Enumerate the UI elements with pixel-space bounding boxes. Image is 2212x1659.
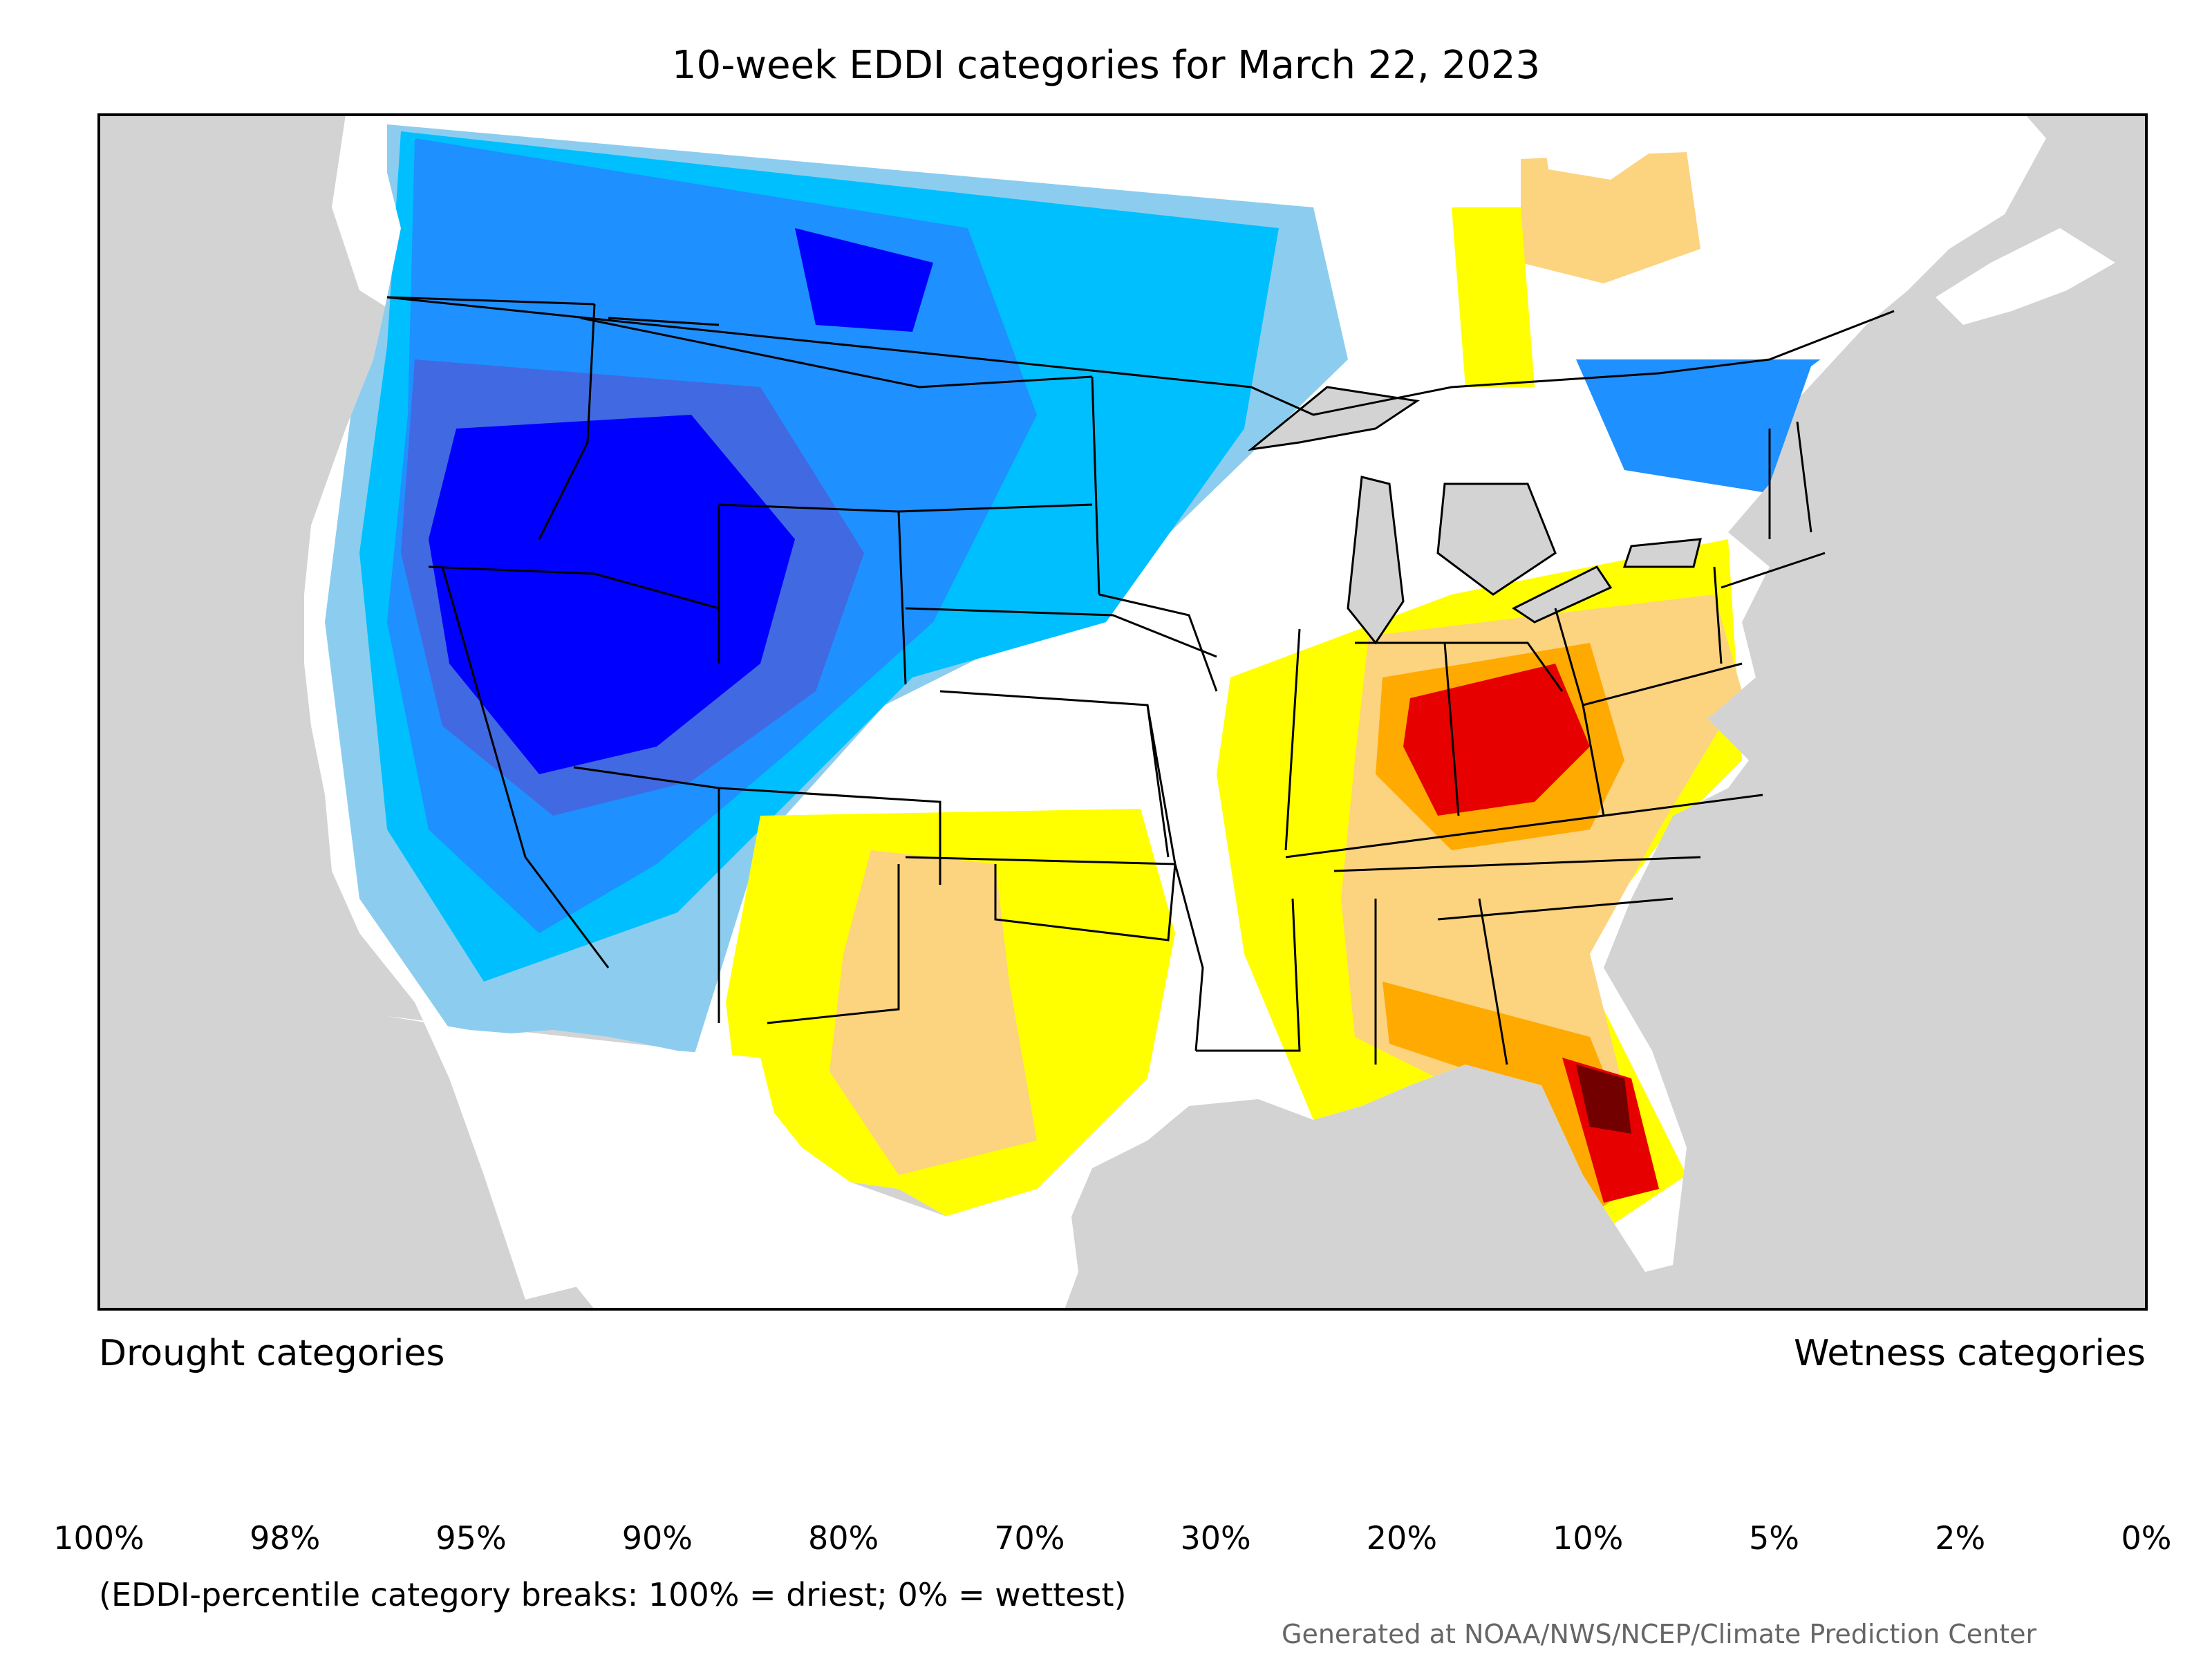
map-frame — [97, 113, 2148, 1311]
percentile-break-label: 70% — [994, 1519, 1065, 1557]
drought-categories-heading: Drought categories — [99, 1333, 445, 1374]
percentile-break-label: 30% — [1180, 1519, 1251, 1557]
map-title: 10-week EDDI categories for March 22, 20… — [671, 43, 1541, 88]
mexico-landmass — [442, 1023, 1078, 1309]
percentile-break-label: 5% — [1748, 1519, 1799, 1557]
percentile-break-label: 80% — [807, 1519, 879, 1557]
wetness-regions — [325, 124, 1894, 1078]
percentile-break-label: 2% — [1935, 1519, 1986, 1557]
percentile-break-label: 95% — [435, 1519, 507, 1557]
maritimes-landmass — [1936, 228, 2115, 325]
state-boundaries — [386, 296, 1826, 1065]
eddi-map: ED4ED3ED2ED1ED0EW0EW1EW2EW3EW4 — [97, 113, 2148, 1311]
scale-note: (EDDI-percentile category breaks: 100% =… — [99, 1576, 1127, 1613]
great-lakes — [1247, 386, 1702, 645]
percentile-break-label: 0% — [2121, 1519, 2172, 1557]
international-border — [386, 296, 1895, 416]
percentile-break-label: 90% — [621, 1519, 693, 1557]
credit-line: Generated at NOAA/NWS/NCEP/Climate Predi… — [1282, 1619, 2037, 1649]
percentile-break-label: 20% — [1366, 1519, 1438, 1557]
percentile-break-label: 100% — [53, 1519, 144, 1557]
percentile-break-label: 98% — [250, 1519, 321, 1557]
wetness-categories-heading: Wetness categories — [1794, 1333, 2146, 1374]
percentile-break-label: 10% — [1553, 1519, 1624, 1557]
